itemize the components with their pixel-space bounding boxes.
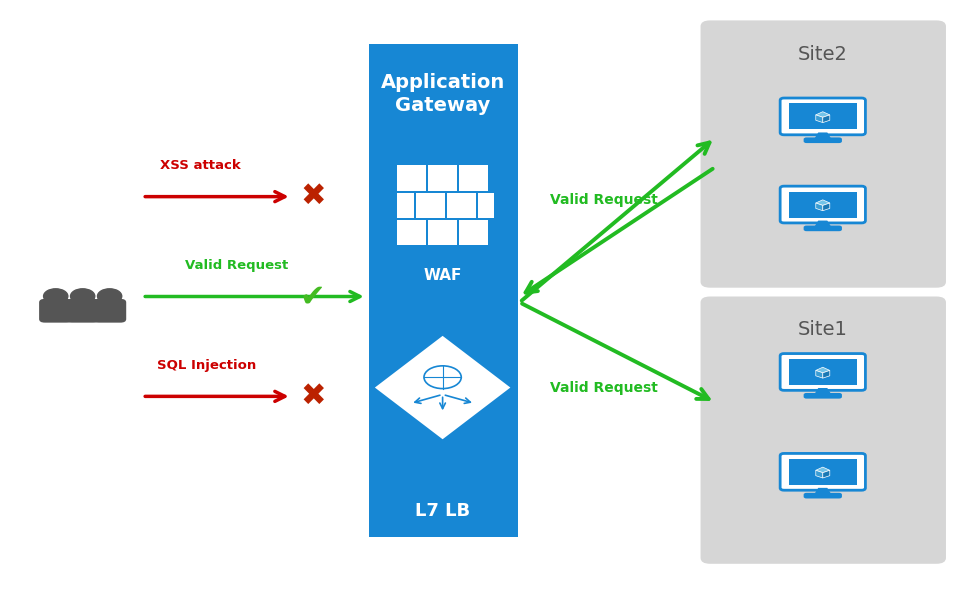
FancyBboxPatch shape [447,193,475,218]
Polygon shape [816,467,830,473]
Polygon shape [816,200,830,205]
Polygon shape [814,221,832,227]
Polygon shape [816,203,823,211]
FancyBboxPatch shape [398,193,414,218]
Polygon shape [816,470,823,478]
Polygon shape [814,388,832,395]
Polygon shape [814,488,832,495]
FancyBboxPatch shape [789,359,857,385]
FancyBboxPatch shape [803,493,842,499]
Text: ✔: ✔ [300,282,325,311]
FancyBboxPatch shape [780,98,865,135]
FancyBboxPatch shape [789,103,857,129]
Circle shape [71,289,95,304]
FancyBboxPatch shape [780,186,865,223]
Circle shape [98,289,122,304]
FancyBboxPatch shape [66,299,100,323]
Text: WAF: WAF [423,269,462,283]
Polygon shape [823,203,830,211]
FancyBboxPatch shape [93,299,126,323]
FancyBboxPatch shape [39,299,73,323]
FancyBboxPatch shape [803,393,842,398]
FancyBboxPatch shape [701,296,946,564]
FancyBboxPatch shape [780,353,865,390]
Polygon shape [816,115,823,123]
Polygon shape [814,132,832,139]
FancyBboxPatch shape [789,192,857,218]
Polygon shape [816,111,830,117]
FancyBboxPatch shape [398,165,426,192]
FancyBboxPatch shape [398,219,426,246]
Text: L7 LB: L7 LB [415,502,470,520]
FancyBboxPatch shape [803,138,842,143]
FancyBboxPatch shape [803,225,842,231]
Text: Application
Gateway: Application Gateway [380,73,504,114]
Text: Valid Request: Valid Request [551,193,658,206]
Text: ✖: ✖ [300,182,325,211]
FancyBboxPatch shape [459,219,488,246]
Text: XSS attack: XSS attack [161,159,241,172]
FancyBboxPatch shape [369,44,518,537]
Text: Valid Request: Valid Request [551,381,658,394]
FancyBboxPatch shape [780,454,865,490]
FancyBboxPatch shape [428,219,457,246]
FancyBboxPatch shape [416,193,445,218]
Polygon shape [816,367,830,373]
FancyBboxPatch shape [477,193,495,218]
Text: ✖: ✖ [300,382,325,411]
Polygon shape [823,371,830,378]
Polygon shape [823,470,830,478]
FancyBboxPatch shape [459,165,488,192]
Polygon shape [823,115,830,123]
Text: Site1: Site1 [798,320,848,339]
Text: Site2: Site2 [798,45,848,64]
FancyBboxPatch shape [428,165,457,192]
Polygon shape [375,336,510,439]
Text: SQL Injection: SQL Injection [158,359,257,372]
Polygon shape [816,371,823,378]
Text: Valid Request: Valid Request [185,259,288,272]
Circle shape [44,289,68,304]
FancyBboxPatch shape [789,459,857,485]
FancyBboxPatch shape [701,20,946,288]
